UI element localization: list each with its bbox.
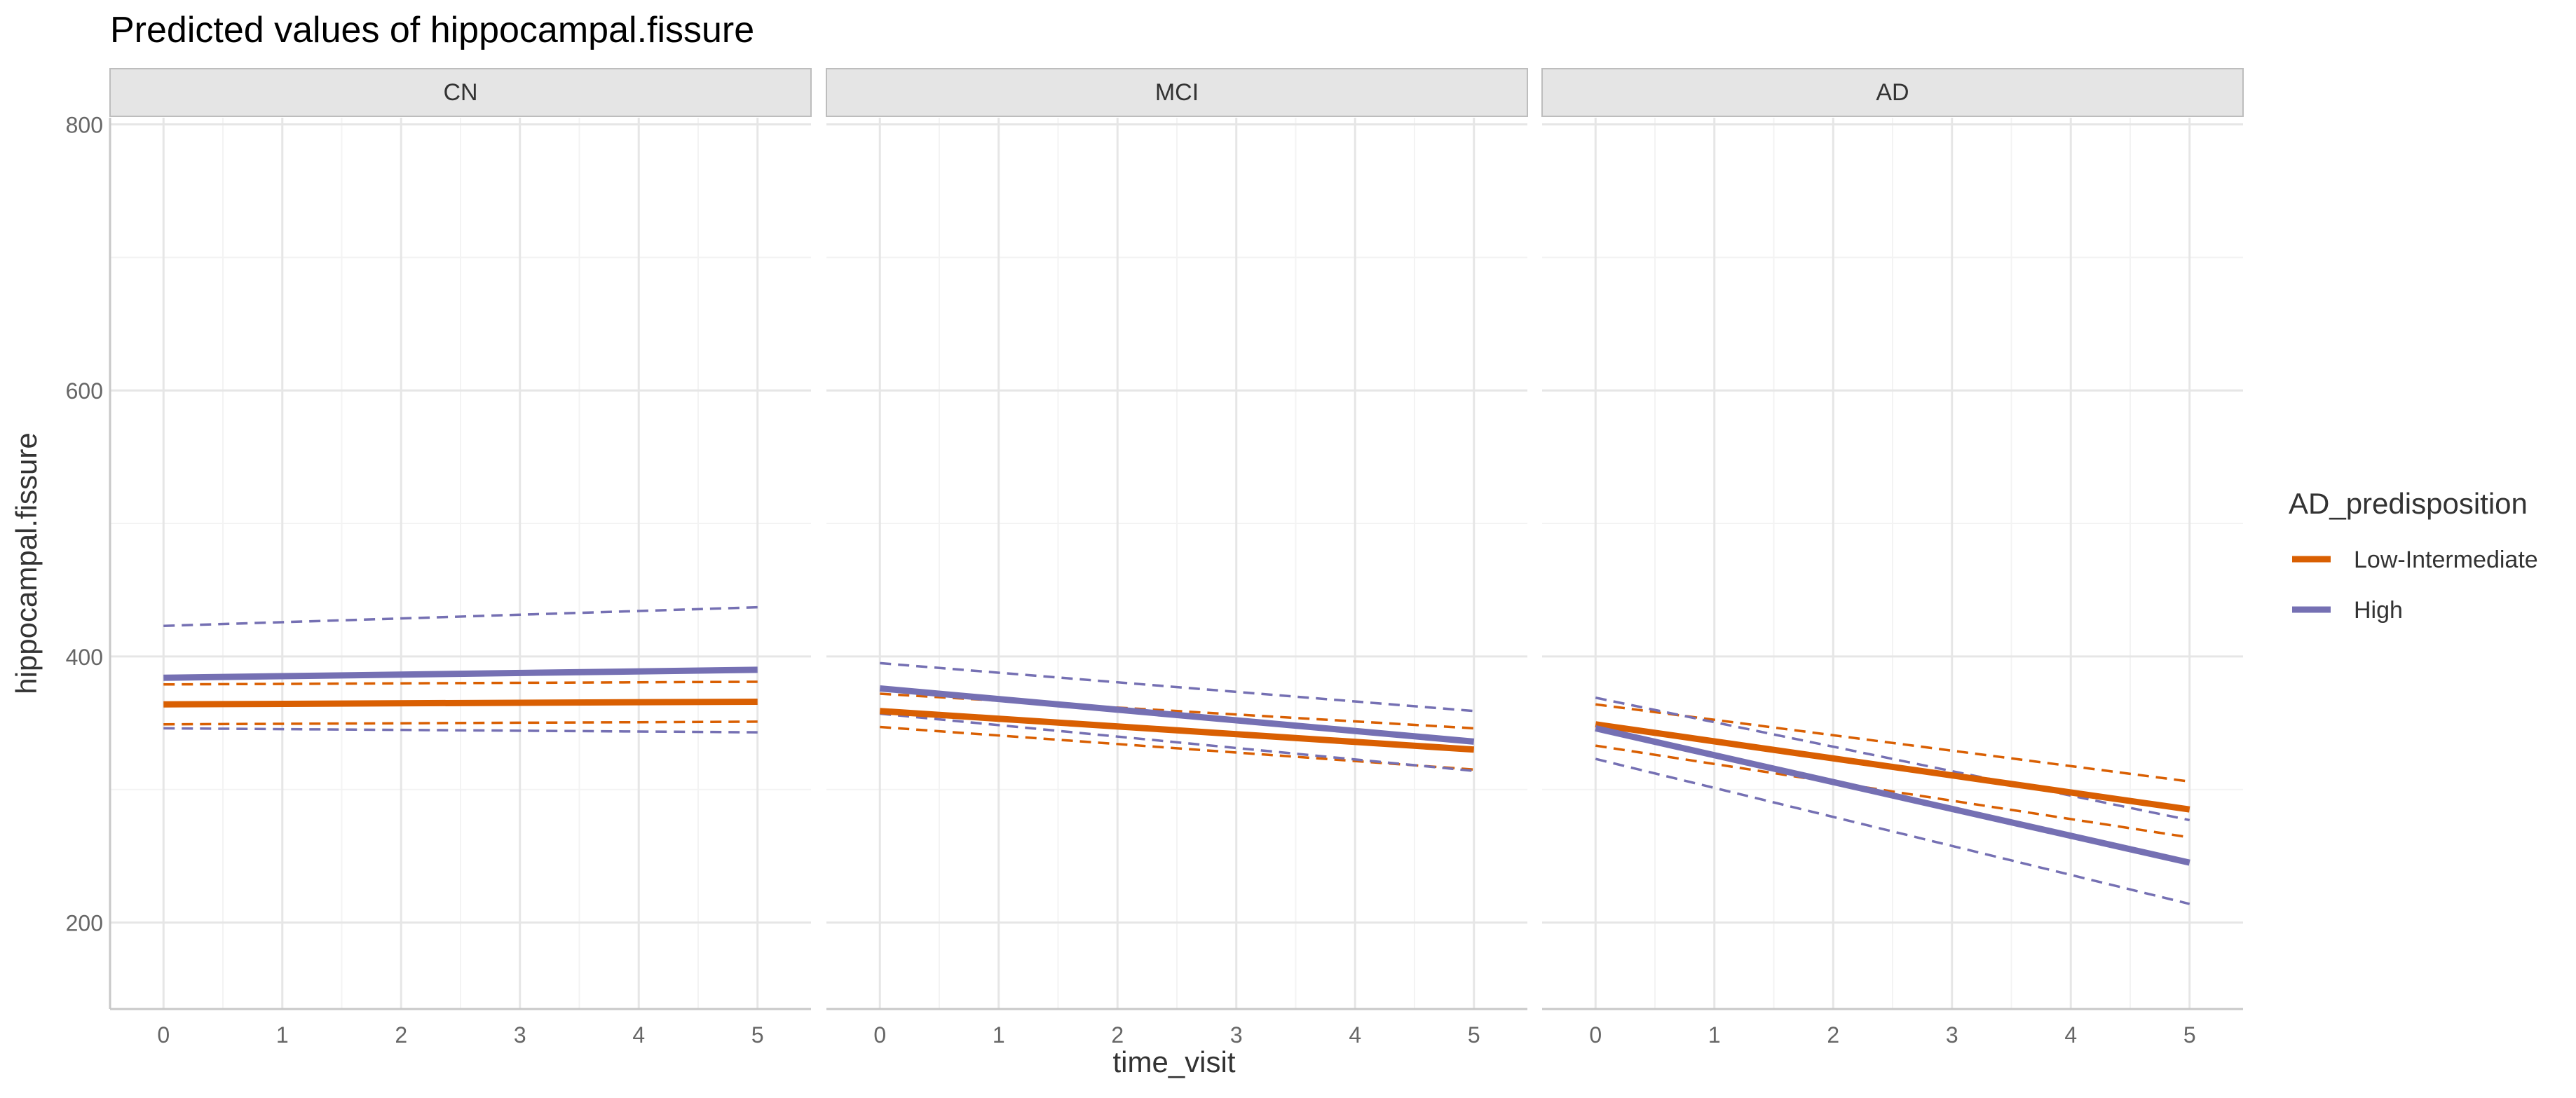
y-tick-label: 800 [66,112,103,137]
legend-label-low-intermediate: Low-Intermediate [2354,547,2538,573]
fit-line-high [1595,725,2190,866]
ci-upper-line-high [880,661,1474,713]
fit-line-low-intermediate [1595,721,2190,813]
fit-line-low-intermediate [879,708,1475,753]
panel-strip-label: AD [1876,79,1909,106]
fit-line-low-intermediate [163,698,758,708]
panel-ad: AD 0 1 2 3 4 5 [1541,68,2244,1048]
legend-label-high: High [2354,597,2403,624]
x-tick-label: 5 [751,1022,764,1048]
y-tick-label: 400 [66,645,103,670]
x-axis-label: time_visit [1112,1045,1235,1078]
x-tick-label: 4 [2064,1022,2077,1048]
x-tick-label: 0 [873,1022,886,1048]
fit-line-high [879,685,1475,745]
x-tick-label: 2 [1111,1022,1124,1048]
ci-upper-line-low-intermediate [163,680,758,686]
y-tick-label: 600 [66,378,103,404]
x-tick-label: 5 [1468,1022,1480,1048]
x-tick-label: 4 [632,1022,645,1048]
panel-strip [1541,68,2244,117]
panel-strip-label: CN [443,79,477,106]
ci-lower-line-high [880,712,1474,772]
fit-line-high [163,666,758,681]
x-tick-label: 3 [1230,1022,1243,1048]
legend: AD_predisposition Low-Intermediate High [2289,487,2538,624]
x-tick-label: 5 [2183,1022,2196,1048]
x-tick-label: 1 [276,1022,289,1048]
panel-strip [826,68,1528,117]
x-tick-label: 2 [395,1022,407,1048]
panel-mci: MCI 0 1 2 3 4 5 [826,68,1528,1048]
panel-strip-label: MCI [1155,79,1199,106]
legend-title: AD_predisposition [2289,487,2528,520]
x-tick-label: 1 [993,1022,1005,1048]
ci-lower-line-low-intermediate [163,720,758,726]
ci-upper-line-high [163,605,758,627]
x-tick-label: 1 [1708,1022,1721,1048]
panel-cn: CN 200 400 600 800 0 1 2 3 4 5 [66,68,812,1048]
legend-entries: Low-Intermediate High [2292,547,2538,624]
x-tick-label: 4 [1349,1022,1361,1048]
chart-title: Predicted values of hippocampal.fissure [110,10,754,50]
panels-layer: CN 200 400 600 800 0 1 2 3 4 5 MCI 0 1 2 3 4 5 AD 0 1 2 3 4 5 [66,68,2244,1048]
ci-lower-line-high [1595,757,2190,905]
x-tick-label: 0 [157,1022,170,1048]
y-tick-label: 200 [66,911,103,936]
ci-lower-line-low-intermediate [1595,744,2190,839]
x-tick-label: 3 [1946,1022,1958,1048]
x-tick-label: 3 [514,1022,526,1048]
y-axis-label: hippocampal.fissure [10,432,43,694]
ci-lower-line-high [163,727,758,734]
x-tick-label: 0 [1589,1022,1602,1048]
panel-strip [109,68,812,117]
ci-upper-line-high [1595,696,2190,822]
x-tick-label: 2 [1827,1022,1839,1048]
